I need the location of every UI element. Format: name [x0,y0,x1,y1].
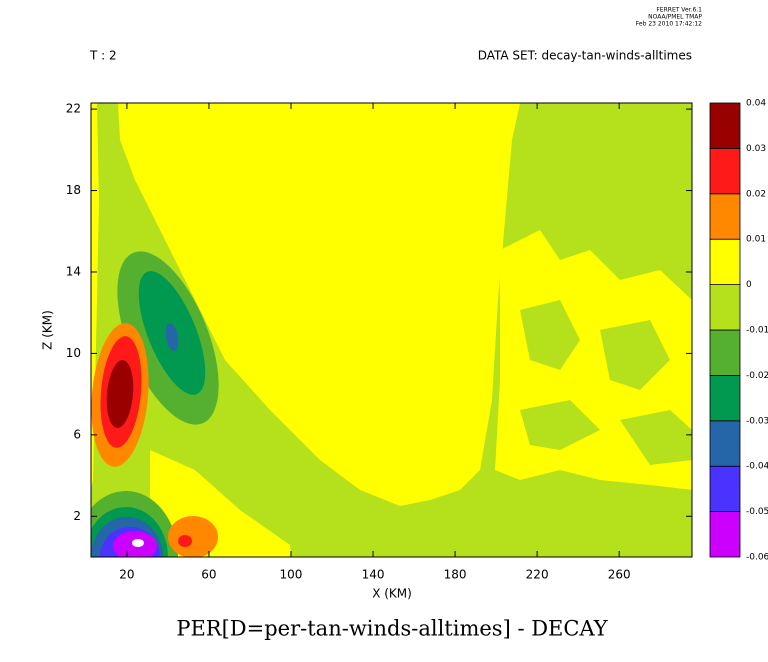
colorbar-label: -0.02 [746,371,768,381]
y-tick-label: 14 [66,264,81,278]
contour-region [165,323,179,351]
y-tick-label: 6 [73,427,81,441]
y-tick-label: 10 [66,346,81,360]
stamp: FERRET Ver.6.1 [656,7,702,14]
colorbar-swatch [709,374,741,422]
colorbar-label: 0 [746,280,752,290]
y-tick-label: 18 [66,183,81,197]
colorbar-label: 0.01 [746,235,766,245]
contour-region [178,535,192,547]
contour-region [520,300,580,370]
contour-region [600,320,670,390]
x-tick-label: 180 [444,568,467,582]
colorbar-swatch [709,511,741,558]
contour-region [520,400,600,450]
x-tick-label: 260 [608,568,631,582]
x-tick-label: 140 [362,568,385,582]
colorbar-swatch [709,102,741,149]
colorbar-swatch [709,193,741,240]
colorbar-swatch [709,147,741,195]
contour-region [168,516,218,557]
colorbar-label: -0.01 [746,326,768,336]
colorbar-swatch [709,284,741,331]
colorbar-label: 0.02 [746,189,766,199]
contour-region [620,410,692,465]
subtitle-right: DATA SET: decay-tan-winds-alltimes [478,49,692,63]
contour-region [118,103,520,506]
y-tick-label: 2 [73,509,81,523]
colorbar-label: -0.03 [746,416,768,426]
plot-frame [90,102,693,558]
plot-area [91,103,692,557]
colorbar-label: -0.06 [746,553,768,563]
contour-region [540,110,580,200]
colorbar-label: -0.04 [746,462,768,472]
colorbar-swatch [709,329,741,376]
contour-region [600,115,692,210]
colorbar-label: -0.05 [746,507,768,517]
subtitle-left: T : 2 [89,49,117,63]
colorbar-swatch [709,465,741,513]
chart-title: PER[D=per-tan-winds-alltimes] - DECAY [176,617,608,641]
y-axis-label: Z (KM) [41,310,55,350]
x-tick-label: 220 [526,568,549,582]
colorbar-swatch [709,238,741,285]
x-tick-label: 20 [119,568,134,582]
colorbar-swatch [709,420,741,467]
contour-region [106,360,134,428]
white-spot [132,539,144,547]
x-tick-label: 100 [280,568,303,582]
y-tick-label: 22 [66,102,81,116]
stamp: Feb 23 2010 17:42:12 [636,21,702,28]
colorbar-label: 0.04 [746,99,766,109]
x-tick-label: 60 [201,568,216,582]
x-axis-label: X (KM) [372,587,412,601]
colorbar-label: 0.03 [746,144,766,154]
stamp: NOAA/PMEL TMAP [648,14,702,21]
